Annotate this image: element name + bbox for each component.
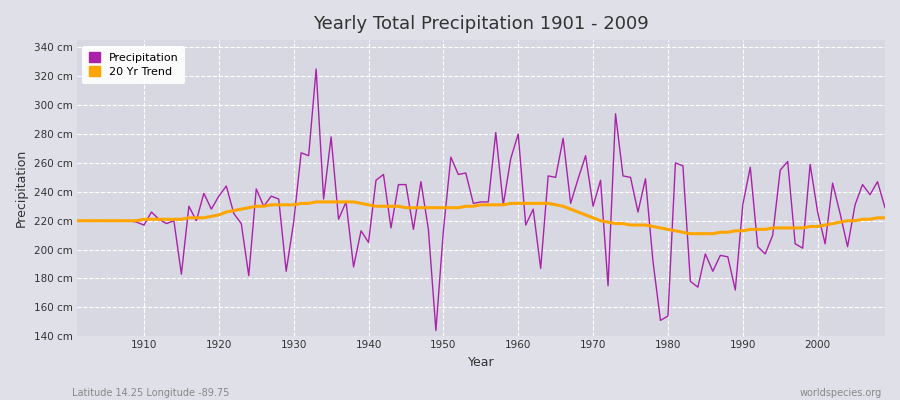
X-axis label: Year: Year bbox=[467, 356, 494, 369]
Text: Latitude 14.25 Longitude -89.75: Latitude 14.25 Longitude -89.75 bbox=[72, 388, 230, 398]
Text: worldspecies.org: worldspecies.org bbox=[800, 388, 882, 398]
Y-axis label: Precipitation: Precipitation bbox=[15, 149, 28, 227]
Legend: Precipitation, 20 Yr Trend: Precipitation, 20 Yr Trend bbox=[82, 46, 185, 84]
Title: Yearly Total Precipitation 1901 - 2009: Yearly Total Precipitation 1901 - 2009 bbox=[313, 15, 649, 33]
